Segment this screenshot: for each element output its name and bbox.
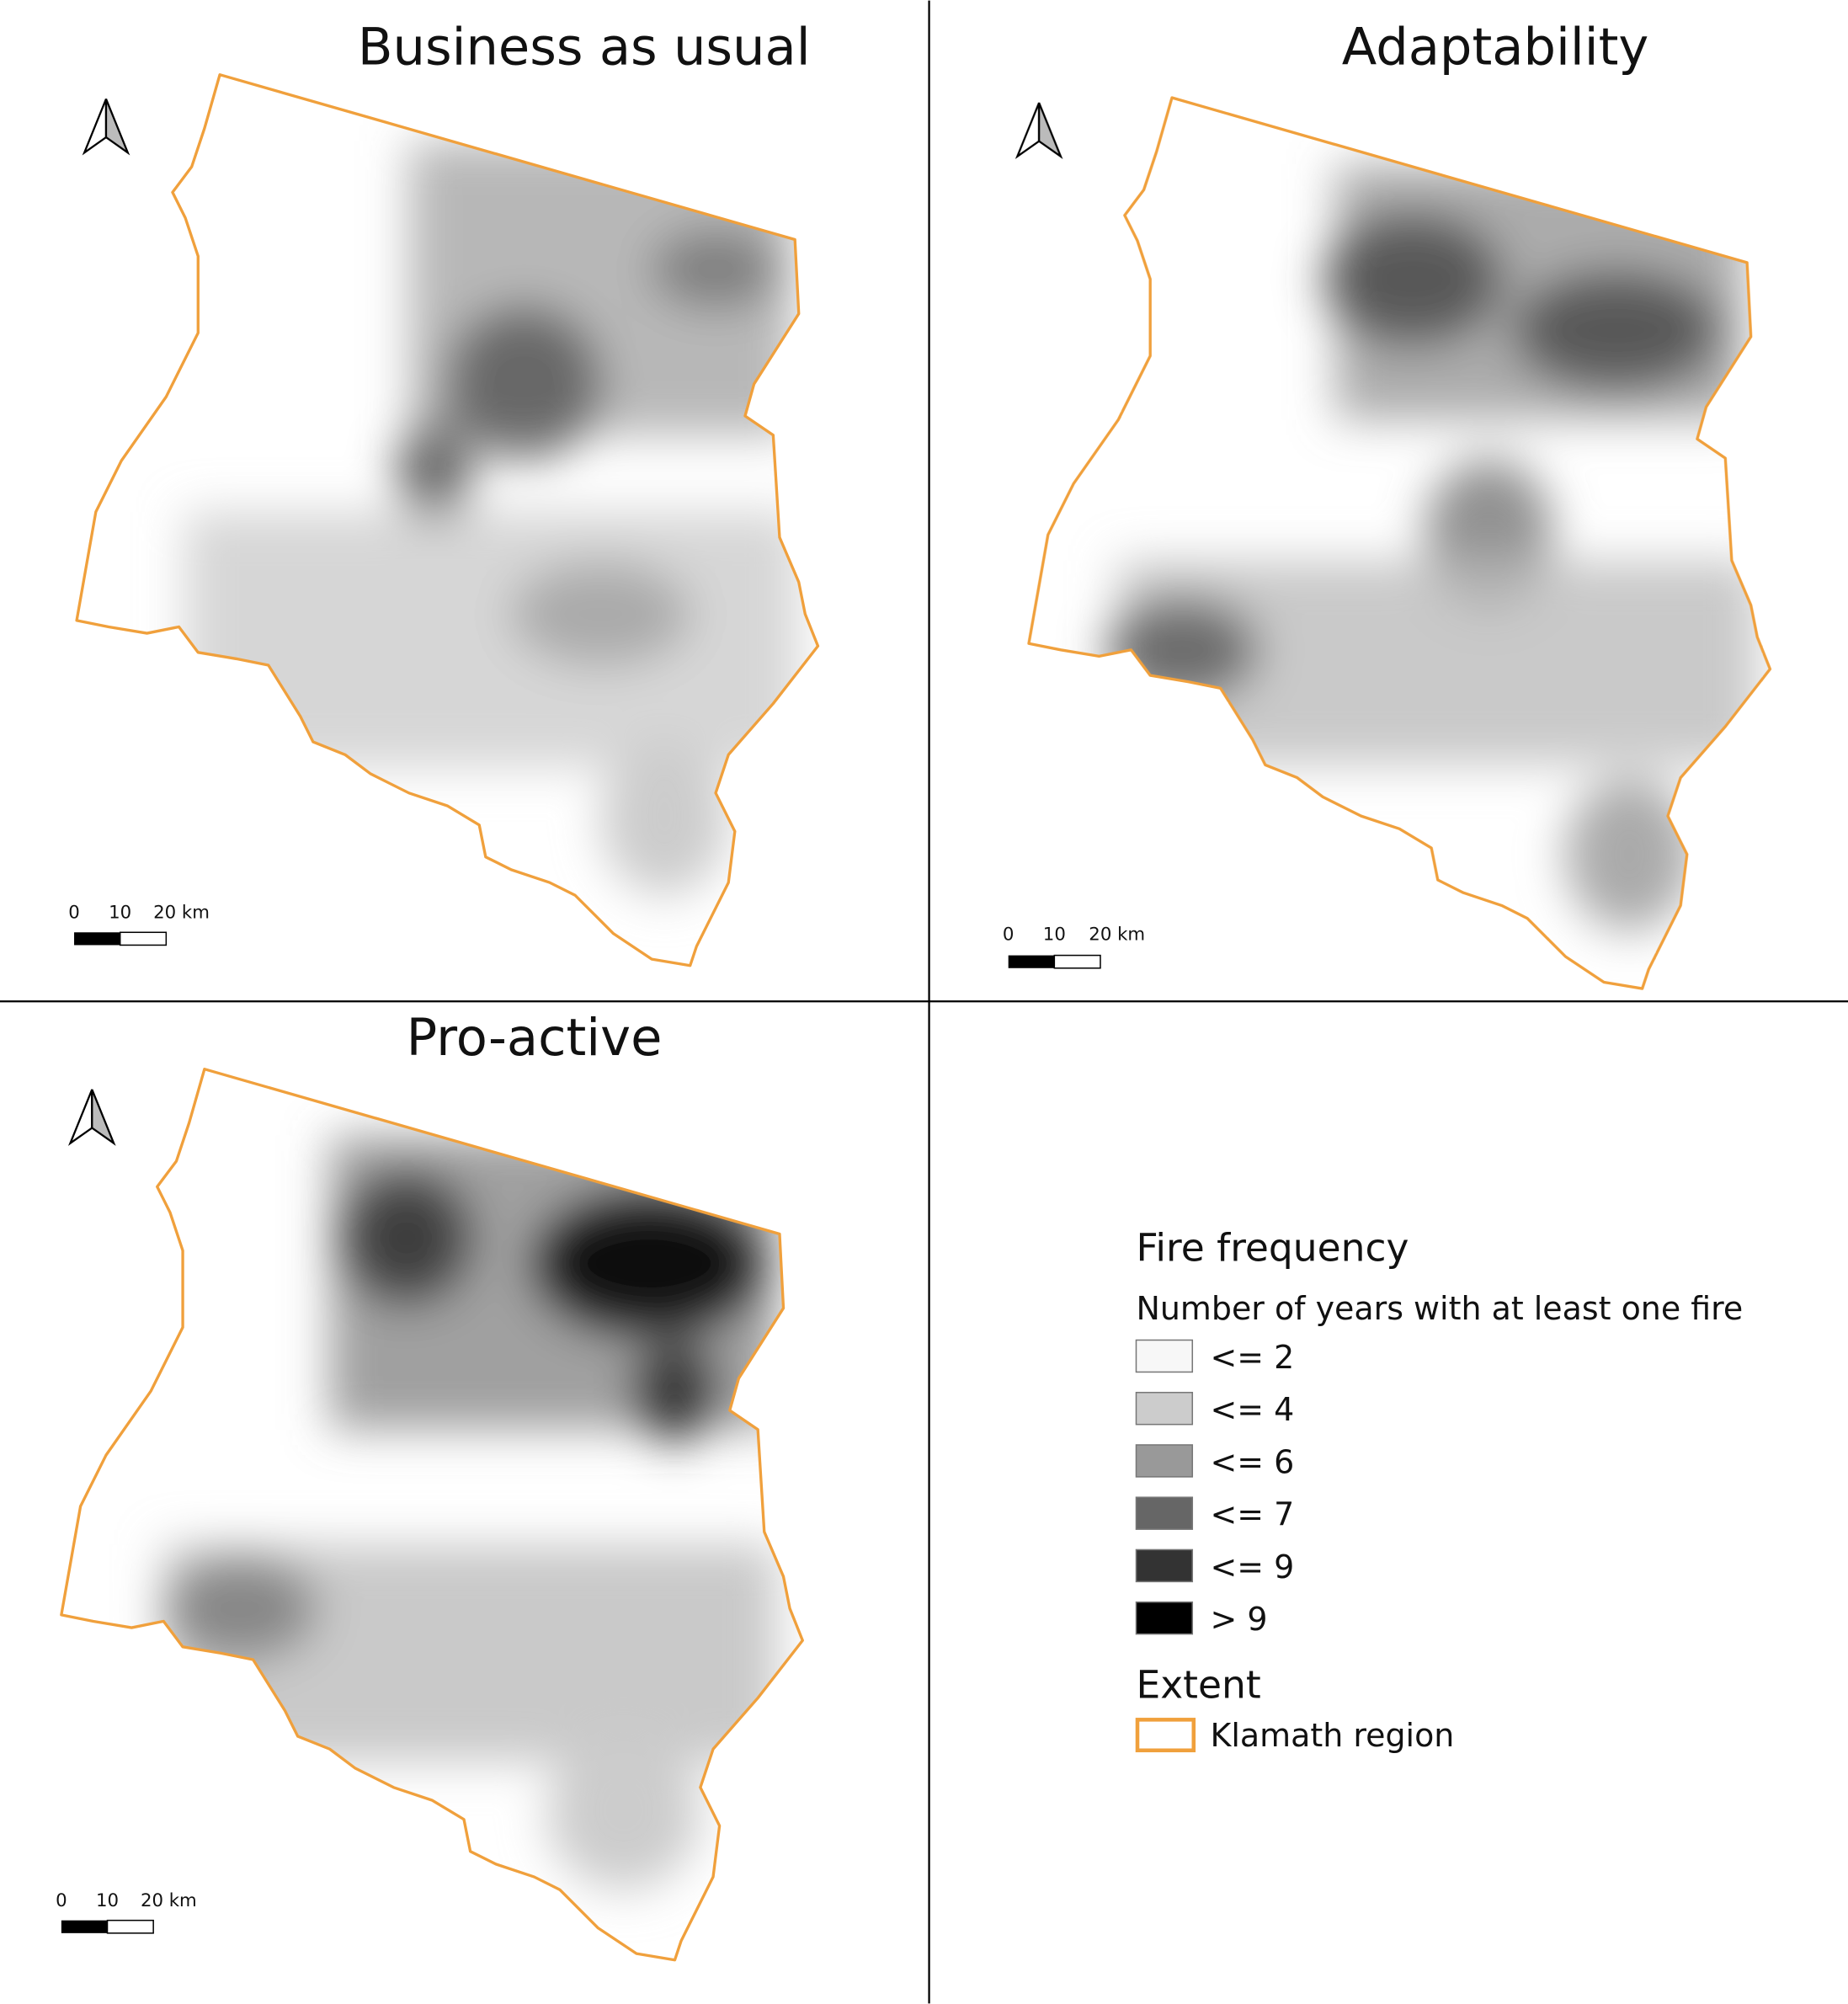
scale-label: 20 km [141, 1890, 197, 1911]
fire-raster [1105, 163, 1758, 931]
legend-label: <= 4 [1211, 1391, 1295, 1428]
scale-label: 10 [96, 1890, 119, 1911]
legend-label: Klamath region [1211, 1717, 1455, 1754]
scale-bar: 0 10 20 km [68, 903, 210, 946]
legend-subtitle: Number of years with at least one fire [1136, 1290, 1743, 1327]
panel-title: Pro-active [407, 1009, 663, 1068]
fire-raster [163, 1135, 777, 1890]
scale-label: 0 [56, 1890, 67, 1911]
legend-label: > 9 [1211, 1601, 1268, 1638]
legend-swatch [1135, 1391, 1194, 1426]
legend: Fire frequency Number of years with at l… [1135, 1225, 1743, 1754]
legend-swatch [1135, 1339, 1194, 1373]
map-panel: Adaptability 0 10 20 km [1003, 19, 1772, 990]
scale-label: 10 [1043, 924, 1066, 945]
map-panel: Pro-active 0 10 20 km [56, 1009, 804, 1962]
scale-label: 10 [109, 903, 131, 924]
panel-title: Adaptability [1342, 19, 1649, 77]
panel-title: Business as usual [358, 19, 811, 77]
scale-bar: 0 10 20 km [56, 1890, 197, 1934]
legend-swatch [1135, 1548, 1194, 1583]
north-arrow [1016, 101, 1062, 157]
map-panel: Business as usual 0 10 20 km [68, 19, 820, 967]
north-arrow [83, 98, 129, 154]
legend-label: <= 2 [1211, 1339, 1295, 1376]
north-arrow [69, 1088, 115, 1144]
legend-title: Extent [1136, 1663, 1260, 1708]
scale-label: 20 km [1089, 924, 1145, 945]
legend-label: <= 7 [1211, 1496, 1295, 1533]
scale-label: 0 [1003, 924, 1015, 945]
legend-title: Fire frequency [1136, 1225, 1409, 1270]
scale-label: 0 [68, 903, 80, 924]
scale-label: 20 km [153, 903, 210, 924]
legend-swatch [1135, 1718, 1196, 1753]
legend-label: <= 6 [1211, 1443, 1295, 1480]
legend-swatch [1135, 1601, 1194, 1635]
legend-swatch [1135, 1444, 1194, 1478]
legend-label: <= 9 [1211, 1548, 1295, 1586]
fire-raster [185, 141, 799, 896]
legend-swatch [1135, 1496, 1194, 1530]
scale-bar: 0 10 20 km [1003, 924, 1145, 969]
